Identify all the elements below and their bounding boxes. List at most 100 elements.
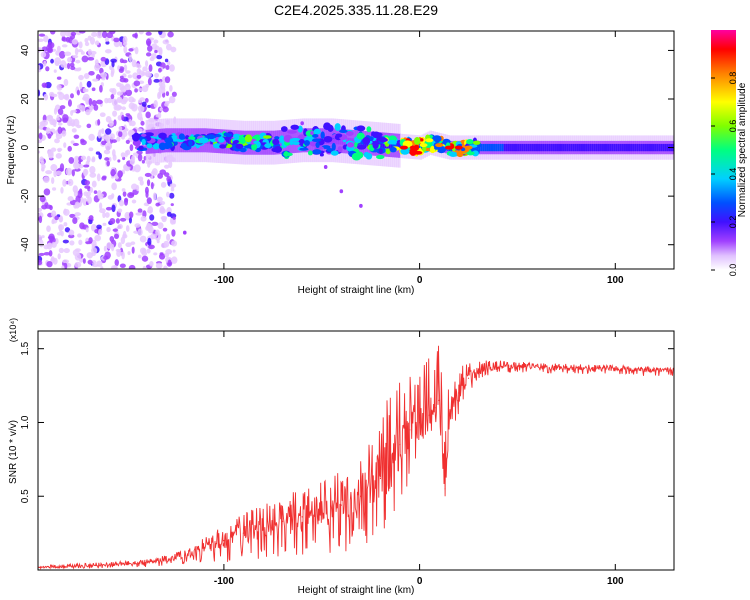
heatmap-cell [79, 81, 83, 90]
heatmap-cell [96, 260, 103, 267]
heatmap-cell [87, 259, 93, 265]
heatmap-band-core [601, 143, 605, 152]
heatmap-cell [154, 49, 158, 54]
heatmap-cell [137, 99, 142, 104]
heatmap-band-core [341, 137, 344, 145]
colorbar-tick-label: 0.8 [728, 72, 738, 85]
heatmap-cell [72, 118, 80, 127]
heatmap-blob [152, 143, 160, 150]
heatmap-cell [61, 44, 68, 48]
heatmap-cell [63, 78, 69, 87]
heatmap-cell [136, 150, 143, 155]
heatmap-blob [264, 143, 272, 149]
heatmap-cell [88, 215, 94, 221]
heatmap-blob [164, 137, 174, 144]
heatmap-cell [148, 244, 155, 250]
heatmap-cell [147, 77, 152, 86]
heatmap-cell [142, 265, 147, 269]
heatmap-cell [137, 104, 145, 113]
heatmap-band-core [611, 143, 614, 152]
heatmap-cell [165, 64, 170, 71]
heatmap-band-core [582, 143, 585, 152]
heatmap-cell [89, 187, 94, 193]
heatmap-cell [53, 107, 58, 115]
heatmap-band-core [570, 143, 573, 152]
heatmap-blob [262, 135, 272, 139]
heatmap-cell [84, 41, 90, 47]
heatmap-cell [112, 154, 117, 161]
heatmap-cell [89, 172, 97, 178]
heatmap-band-core [593, 143, 597, 152]
heatmap-band-core [333, 136, 337, 145]
heatmap-cell [103, 255, 109, 260]
heatmap-band-core [488, 143, 491, 152]
snr-data-point [145, 562, 147, 564]
heatmap-cell [106, 97, 113, 104]
heatmap-band-core [627, 143, 630, 152]
heatmap-cell [165, 43, 172, 51]
heatmap-band-core [382, 140, 385, 149]
snr-data-point [614, 368, 616, 370]
heatmap-cell [106, 242, 113, 249]
heatmap-blob [472, 150, 479, 157]
heatmap-cell [116, 91, 123, 96]
heatmap-band-core [540, 143, 544, 152]
heatmap-cell [99, 202, 103, 210]
spectrogram-y-tick-label: 20 [20, 93, 31, 105]
heatmap-band-core [576, 143, 579, 152]
heatmap-cell [96, 224, 102, 230]
heatmap-blob [331, 142, 336, 151]
colorbar-gradient [711, 30, 736, 270]
heatmap-band-core [634, 143, 638, 152]
heatmap-blob [312, 133, 319, 138]
colorbar-label: Normalized spectral amplitude [737, 82, 748, 217]
heatmap-cell [87, 57, 95, 61]
heatmap-cell [49, 31, 56, 35]
heatmap-cell [84, 180, 91, 186]
heatmap-band-core [548, 143, 552, 152]
heatmap-cell [82, 258, 86, 264]
heatmap-cell [140, 215, 147, 222]
heatmap-cell [171, 240, 178, 247]
heatmap-cell [38, 64, 41, 70]
heatmap-cell [91, 247, 98, 255]
heatmap-cell [84, 38, 89, 43]
heatmap-cell [117, 223, 123, 230]
heatmap-cell [91, 31, 98, 38]
heatmap-cell [170, 46, 177, 53]
heatmap-cell [130, 183, 138, 190]
heatmap-blob [251, 143, 258, 151]
heatmap-cell [50, 164, 58, 172]
snr-data-point [96, 564, 98, 567]
heatmap-blob [356, 144, 367, 150]
heatmap-band-core [642, 143, 646, 152]
heatmap-band-core [486, 143, 489, 152]
heatmap-cell [64, 93, 70, 101]
heatmap-blob [289, 138, 294, 146]
heatmap-band-core [666, 143, 669, 152]
heatmap-band-core [640, 143, 644, 152]
heatmap-cell [48, 91, 55, 97]
heatmap-cell [49, 205, 53, 211]
heatmap-cell [129, 211, 134, 219]
heatmap-cell [99, 193, 104, 198]
heatmap-cell [43, 176, 50, 183]
heatmap-cell [117, 208, 123, 213]
heatmap-band-core [331, 136, 335, 144]
heatmap-band-core [562, 143, 566, 152]
heatmap-band-core [638, 143, 642, 152]
heatmap-cell [83, 191, 88, 197]
heatmap-band-core [560, 143, 564, 152]
heatmap-cell [170, 203, 174, 207]
heatmap-band-core [370, 139, 374, 148]
heatmap-cell [67, 145, 72, 152]
heatmap-cell [125, 225, 130, 232]
colorbar-tick-label: 0.0 [728, 264, 738, 277]
heatmap-blob [239, 147, 247, 153]
snr-axes: -100 0 100 0.5 1.0 1.5 [20, 331, 674, 587]
heatmap-cell [120, 152, 126, 158]
heatmap-cell [57, 108, 64, 116]
heatmap-cell [147, 237, 152, 246]
heatmap-cell [133, 164, 141, 173]
heatmap-blob [456, 150, 464, 158]
